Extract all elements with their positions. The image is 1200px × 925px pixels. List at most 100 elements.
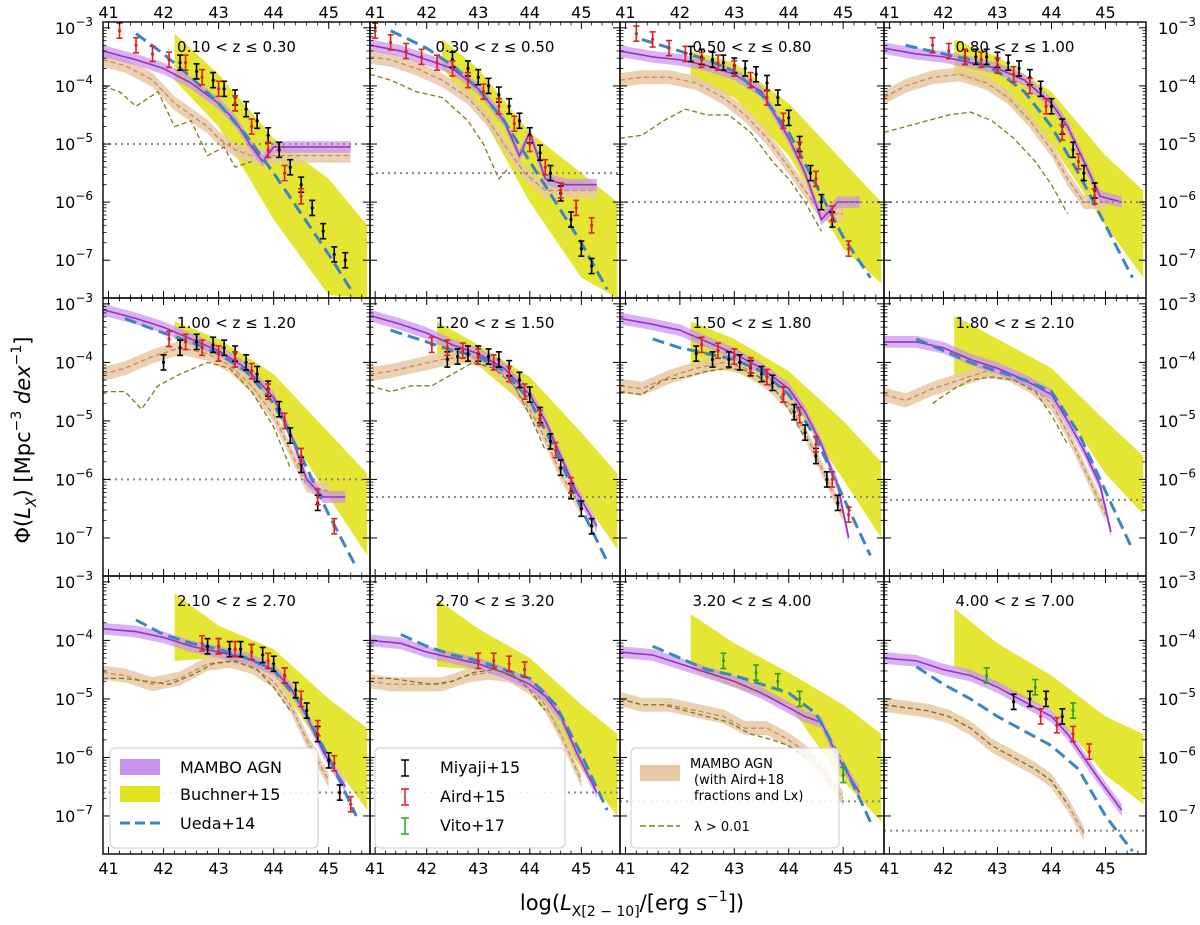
aird15-point-point <box>830 477 834 482</box>
miyaji-point-point <box>194 69 199 73</box>
aird15-point-point <box>847 512 851 517</box>
aird15-point-point <box>1055 723 1059 727</box>
aird15-point-point <box>543 165 547 169</box>
aird15-point-point <box>117 29 122 33</box>
aird15-point-point <box>559 188 563 193</box>
miyaji-point-point <box>528 392 532 397</box>
aird15-point <box>731 60 738 77</box>
x-tick-label: 44 <box>263 3 283 22</box>
aird15-point-point <box>430 343 434 347</box>
miyaji-point <box>464 345 471 363</box>
x-tick-label: 44 <box>520 3 540 22</box>
y-tick-exponent: −5 <box>1178 686 1196 700</box>
miyaji-point <box>823 471 830 488</box>
aird18-line <box>884 73 1106 203</box>
panel-title: 4.00 < z ≤ 7.00 <box>956 592 1075 610</box>
x-tick-label: 41 <box>879 3 899 22</box>
miyaji-point-point <box>579 507 583 511</box>
miyaji-point <box>516 112 523 130</box>
panel-plot-area <box>370 22 620 298</box>
aird15-point-point <box>732 354 736 359</box>
miyaji-point <box>785 109 792 127</box>
aird15-point <box>506 365 513 383</box>
y-tick-exponent: −7 <box>1178 525 1196 539</box>
aird15-point-point <box>283 171 287 175</box>
miyaji-point <box>725 351 732 368</box>
aird15-point-point <box>1093 194 1097 198</box>
miyaji-point <box>276 400 283 418</box>
aird18-band <box>370 49 597 198</box>
aird15-point <box>698 336 705 354</box>
vito-point-point <box>841 773 845 777</box>
y-tick-exponent: −3 <box>75 291 93 305</box>
aird15-point-point <box>528 142 532 146</box>
y-tick-label: 10−4 <box>1158 349 1196 372</box>
x-tick-label: 43 <box>208 3 228 22</box>
lambda-line <box>370 361 546 451</box>
miyaji-point-point <box>486 84 491 88</box>
x-tick-label: 41 <box>615 859 635 878</box>
miyaji-point-point <box>272 662 276 666</box>
aird15-point-point <box>476 659 480 663</box>
miyaji-point <box>588 257 595 275</box>
miyaji-point <box>516 371 523 389</box>
miyaji-point-point <box>178 61 182 65</box>
miyaji-point <box>588 517 595 535</box>
aird15-point <box>199 68 206 86</box>
aird15-point <box>633 25 640 42</box>
buchner-band <box>174 33 368 298</box>
miyaji-point-point <box>211 78 215 82</box>
aird15-point <box>182 333 189 351</box>
miyaji-point-point <box>288 433 292 438</box>
aird15-point <box>812 435 819 453</box>
x-tick-label: 41 <box>98 859 118 878</box>
aird15-point-point <box>798 148 802 152</box>
y-tick-label: 10−3 <box>1158 569 1196 592</box>
aird15-point-point <box>492 360 496 364</box>
miyaji-point-point <box>579 247 583 251</box>
miyaji-point <box>320 222 327 240</box>
miyaji-point <box>485 348 492 365</box>
aird15-point-point <box>1028 84 1032 88</box>
buchner-band <box>954 315 1144 515</box>
y-tick-label: 10−6 <box>1158 466 1196 489</box>
miyaji-point <box>254 365 261 383</box>
vito-point-point <box>754 670 758 675</box>
y-tick-base: 10 <box>55 135 75 154</box>
aird15-point <box>428 336 435 354</box>
miyaji-point <box>177 339 184 357</box>
aird15-point <box>475 348 482 365</box>
x-tick-label: 44 <box>779 3 799 22</box>
aird15-point-point <box>569 483 573 487</box>
aird15-point <box>281 412 288 430</box>
panel-title: 1.20 < z ≤ 1.50 <box>436 314 555 332</box>
aird15-point-point <box>233 647 237 651</box>
aird18-band <box>884 697 1084 841</box>
x-tick-label: 42 <box>153 3 173 22</box>
y-tick-label: 10−4 <box>1158 73 1196 96</box>
aird15-point <box>314 719 321 737</box>
aird18-band <box>620 355 844 522</box>
aird15-point <box>521 383 528 401</box>
y-tick-label: 10−7 <box>1158 525 1196 548</box>
aird15-point <box>929 36 936 54</box>
aird15-point <box>511 115 518 133</box>
aird15-point <box>166 51 173 69</box>
y-tick-label: 10−6 <box>55 189 93 212</box>
aird15-point <box>1026 77 1033 95</box>
aird15-point <box>698 51 705 69</box>
miyaji-point-point <box>476 75 480 79</box>
y-tick-base: 10 <box>1158 135 1178 154</box>
y-tick-label: 10−3 <box>1158 15 1196 38</box>
aird15-point <box>298 690 305 708</box>
x-tick-label: 42 <box>417 859 437 878</box>
y-tick-exponent: −6 <box>1178 744 1196 758</box>
x-tick-label: 45 <box>319 859 339 878</box>
aird15-point <box>133 36 140 54</box>
aird15-point <box>331 517 338 535</box>
aird15-point-point <box>389 40 393 44</box>
aird15-point <box>1010 65 1017 83</box>
aird18-line <box>620 361 844 515</box>
